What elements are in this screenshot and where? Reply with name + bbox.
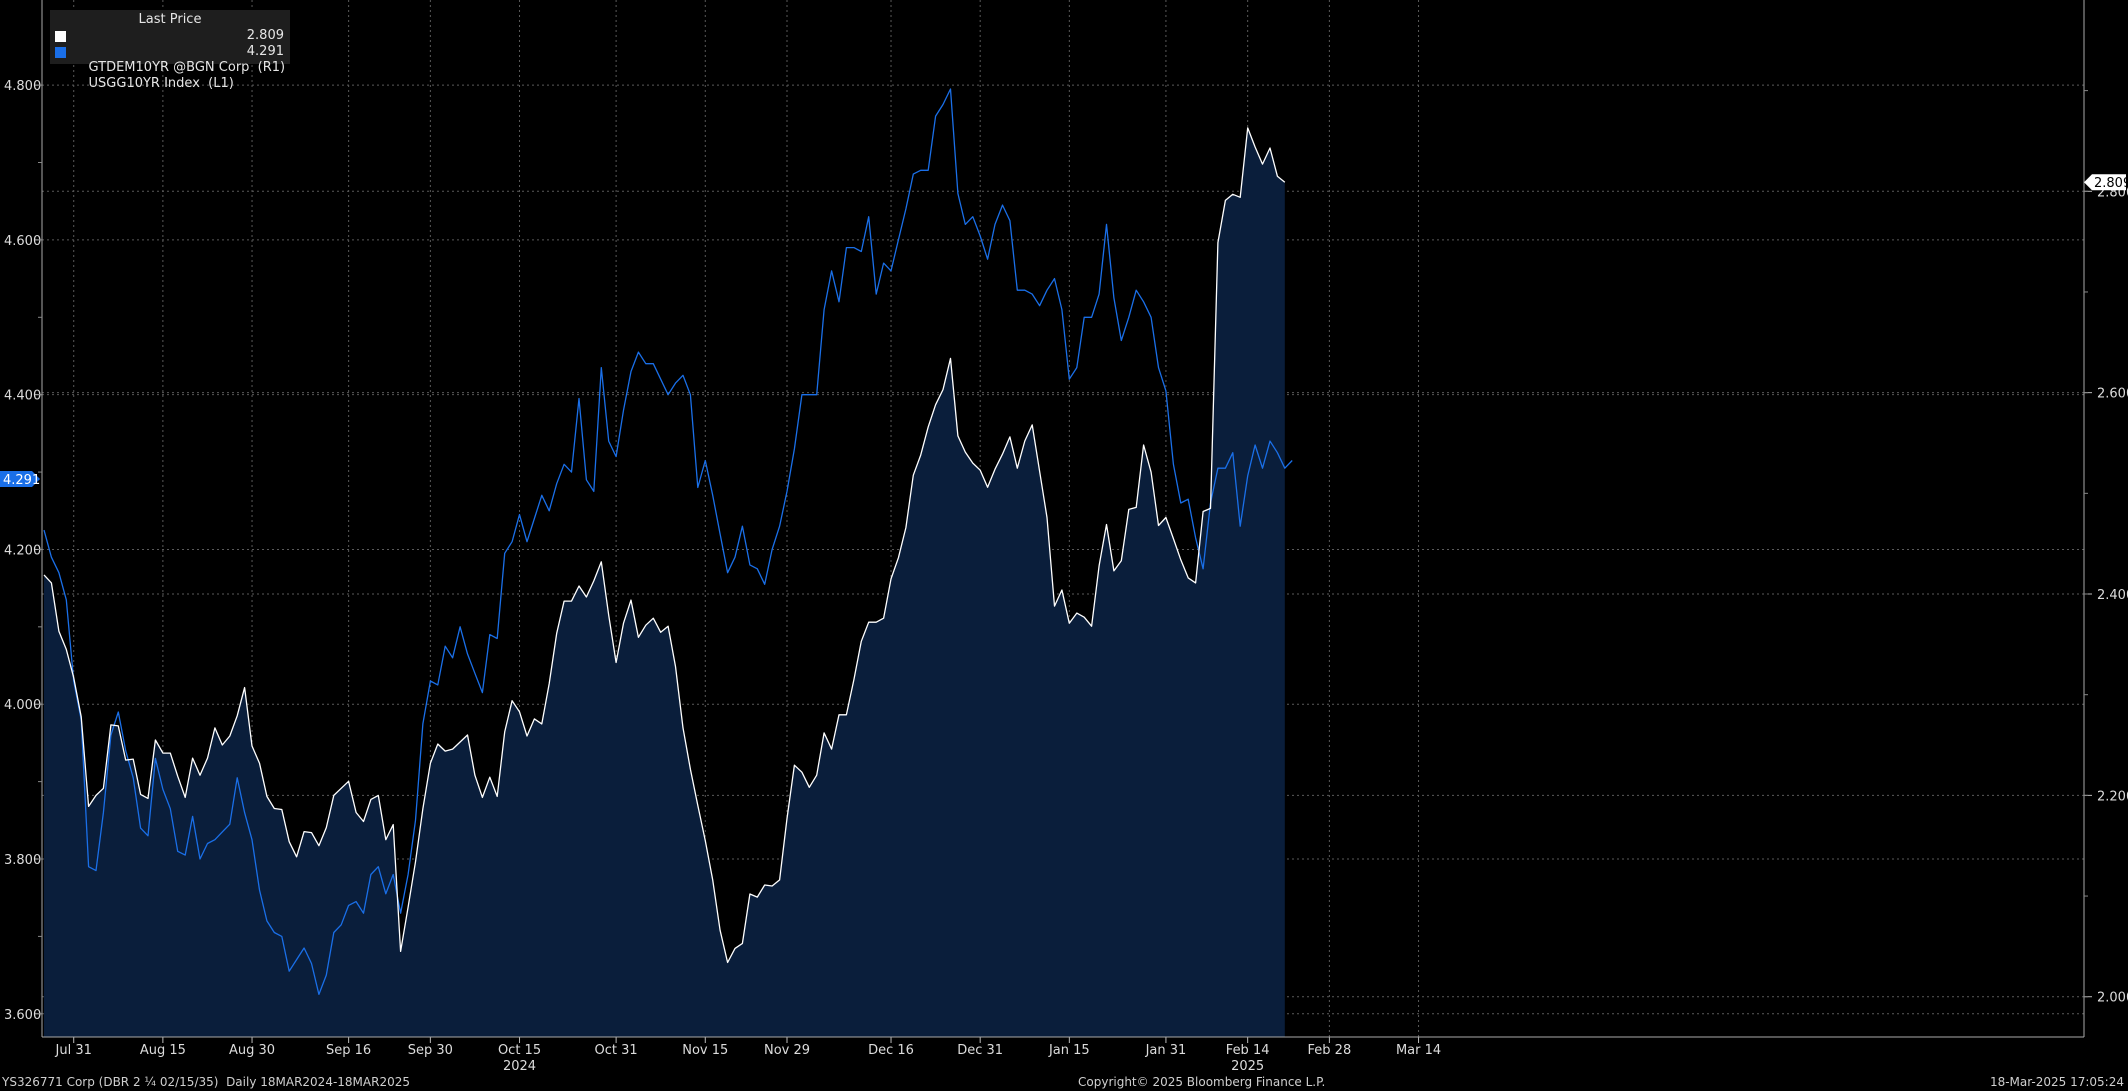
right-tick-label: 2.000 <box>2097 991 2128 1006</box>
legend-label-bund: GTDEM10YR @BGN Corp (R1) <box>88 60 286 75</box>
x-tick-label: Jan 15 <box>1048 1043 1090 1058</box>
x-tick-label: Sep 16 <box>326 1043 371 1058</box>
left-tick-label: 3.600 <box>4 1008 41 1023</box>
left-last-value-text: 4.291 <box>3 473 40 488</box>
legend-header: Last Price <box>138 12 202 27</box>
legend-value-bund: 2.809 <box>246 28 284 43</box>
x-tick-label: Aug 15 <box>140 1043 186 1058</box>
x-tick-label: Mar 14 <box>1396 1043 1441 1058</box>
x-tick-label: Dec 16 <box>868 1043 914 1058</box>
year-label: 2025 <box>1231 1059 1264 1074</box>
area-fills <box>44 127 1285 1037</box>
series-lines <box>43 88 1293 996</box>
bund-area-fill <box>44 127 1285 1037</box>
last-value-tags: 4.291 2.809 <box>0 174 2128 488</box>
x-tick-label: Dec 31 <box>957 1043 1003 1058</box>
legend-item-bund: GTDEM10YR @BGN Corp (R1) 2.809 <box>50 28 290 75</box>
footer-security-info: YS326771 Corp (DBR 2 ¼ 02/15/35) Daily 1… <box>2 1075 410 1089</box>
left-tick-label: 3.800 <box>4 853 41 868</box>
left-tick-label: 4.400 <box>4 389 41 404</box>
year-label: 2024 <box>503 1059 536 1074</box>
left-tick-label: 4.200 <box>4 543 41 558</box>
legend: Last Price GTDEM10YR @BGN Corp (R1) 2.80… <box>50 10 290 91</box>
left-tick-label: 4.000 <box>4 698 41 713</box>
x-tick-label: Jul 31 <box>55 1043 92 1058</box>
left-tick-label: 4.800 <box>4 79 41 94</box>
footer-timestamp: 18-Mar-2025 17:05:24 <box>1989 1075 2124 1089</box>
x-tick-label: Jan 31 <box>1145 1043 1187 1058</box>
right-tick-label: 2.400 <box>2097 588 2128 603</box>
legend-label-ust: USGG10YR Index (L1) <box>88 76 234 91</box>
footer-copyright: Copyright© 2025 Bloomberg Finance L.P. <box>1078 1075 1326 1089</box>
x-tick-label: Sep 30 <box>408 1043 453 1058</box>
x-tick-label: Nov 15 <box>682 1043 728 1058</box>
x-tick-label: Oct 15 <box>498 1043 541 1058</box>
x-tick-label: Nov 29 <box>764 1043 810 1058</box>
axes: Jul 31 Aug 15 Aug 30 Sep 16 Sep 30 Oct 15 Oct … <box>4 0 2128 1074</box>
right-tick-label: 2.200 <box>2097 789 2128 804</box>
ust10y-line <box>43 88 1293 996</box>
right-tick-label: 2.600 <box>2097 387 2128 402</box>
x-tick-label: Aug 30 <box>229 1043 275 1058</box>
right-last-value-text: 2.809 <box>2094 176 2128 191</box>
legend-item-ust: USGG10YR Index (L1) 4.291 <box>50 44 290 91</box>
left-tick-label: 4.600 <box>4 234 41 249</box>
left-last-value-tag <box>0 471 40 488</box>
x-tick-label: Feb 14 <box>1226 1043 1270 1058</box>
right-last-value-tag <box>2084 174 2126 191</box>
legend-value-ust: 4.291 <box>246 44 284 59</box>
legend-swatch-ust <box>55 47 66 58</box>
legend-swatch-bund <box>55 31 66 42</box>
bund10y-line <box>43 127 1286 964</box>
x-tick-label: Feb 28 <box>1308 1043 1352 1058</box>
x-tick-label: Oct 31 <box>595 1043 638 1058</box>
